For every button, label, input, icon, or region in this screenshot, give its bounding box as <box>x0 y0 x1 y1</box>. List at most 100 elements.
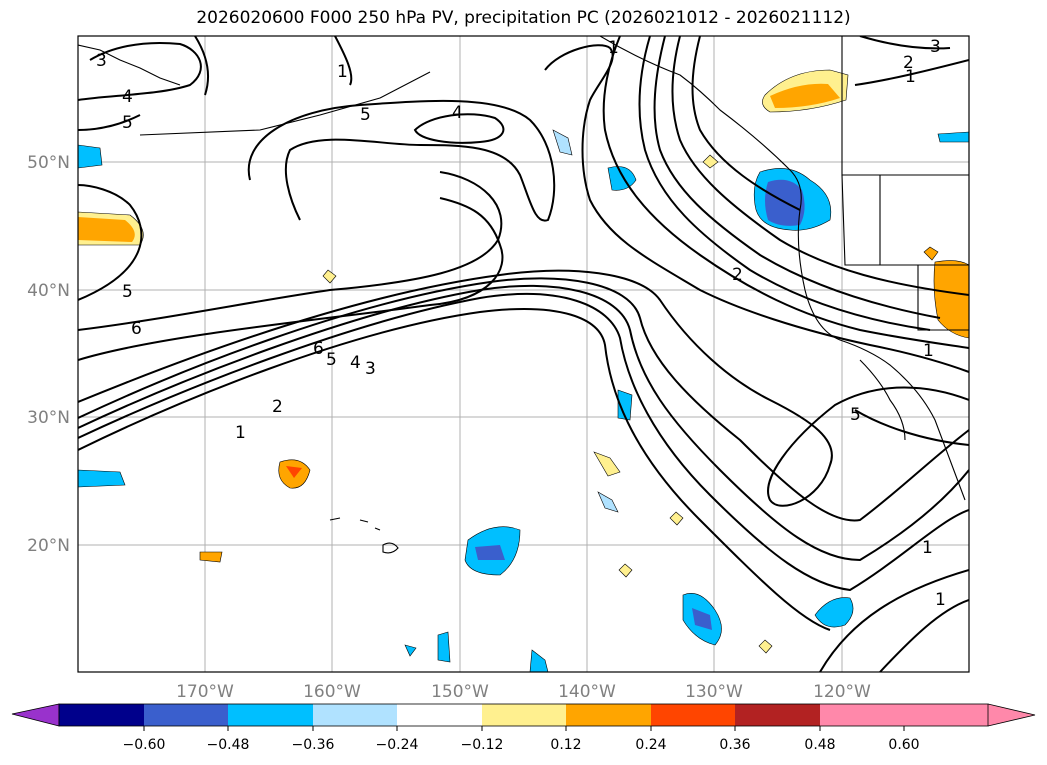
precip-blob-positive <box>923 246 939 261</box>
contour-line <box>602 36 969 349</box>
contour-label: 5 <box>360 105 371 125</box>
map-title: 2026020600 F000 250 hPa PV, precipitatio… <box>196 8 851 28</box>
lon-label: 150°W <box>431 682 489 702</box>
colorbar: −0.60 −0.48 −0.36 −0.24 −0.12 0.12 0.24 … <box>11 703 1036 753</box>
lat-label: 50°N <box>27 153 70 173</box>
precip-blob-negative <box>617 389 633 421</box>
colorbar-segment <box>313 704 397 726</box>
contour-label: 3 <box>930 37 941 57</box>
colorbar-extend-low <box>11 703 60 727</box>
colorbar-tick-label: 0.24 <box>635 737 666 753</box>
contour-line <box>78 41 202 101</box>
precip-blob-positive <box>286 466 302 478</box>
colorbar-segment <box>482 704 566 726</box>
contour-label: 1 <box>922 538 933 558</box>
contour-label: 6 <box>313 339 324 359</box>
lat-label: 20°N <box>27 536 70 556</box>
lat-axis: 50°N 40°N 30°N 20°N <box>27 153 70 556</box>
map-frame <box>77 35 970 673</box>
colorbar-tick-label: −0.48 <box>207 737 250 753</box>
contour-label: 1 <box>608 38 619 58</box>
contour-line <box>544 44 969 373</box>
colorbar-tick-label: −0.36 <box>292 737 335 753</box>
lon-axis: 170°W 160°W 150°W 140°W 130°W 120°W <box>176 682 871 702</box>
lat-label: 30°N <box>27 408 70 428</box>
contour-line <box>638 36 931 331</box>
precip-blob-negative <box>814 597 854 628</box>
contour-label: 6 <box>131 319 142 339</box>
precip-blob-negative <box>692 608 712 630</box>
contour-line <box>691 36 801 211</box>
contour-line <box>854 59 969 86</box>
colorbar-tick-label: −0.12 <box>461 737 504 753</box>
contour-line <box>194 36 209 96</box>
colorbar-segment <box>144 704 228 726</box>
colorbar-tick-label: 0.48 <box>804 737 835 753</box>
contour-line <box>247 99 556 222</box>
gridlines <box>78 36 969 672</box>
colorbar-segment <box>735 704 820 726</box>
precip-blob-positive <box>593 451 621 477</box>
contour-label: 4 <box>452 103 463 123</box>
colorbar-outline <box>58 703 989 727</box>
precip-blob-positive <box>758 639 773 654</box>
precip-blob-negative <box>607 166 637 191</box>
precip-blob-negative <box>78 144 103 169</box>
precip-blob-positive <box>702 154 719 169</box>
contour-label: 3 <box>365 359 376 379</box>
contour-line <box>653 36 941 319</box>
contour-label: 2 <box>903 53 914 73</box>
colorbar-tick-label: 0.60 <box>888 737 919 753</box>
contour-line <box>819 569 969 672</box>
lon-label: 130°W <box>685 682 743 702</box>
colorbar-tick-label: −0.60 <box>123 737 166 753</box>
precip-blob-positive <box>78 217 135 242</box>
contour-label: 2 <box>732 265 743 285</box>
contour-line <box>78 197 504 361</box>
contour-label: 1 <box>235 423 246 443</box>
colorbar-segment <box>820 704 904 726</box>
contour-label: 5 <box>326 350 337 370</box>
colorbar-arrow-outline <box>987 703 1036 727</box>
contour-line <box>78 184 143 301</box>
contour-label: 5 <box>122 113 133 133</box>
precip-blob-negative <box>437 631 451 663</box>
precip-blob-negative <box>404 644 417 657</box>
lon-label: 120°W <box>813 682 871 702</box>
lat-label: 40°N <box>27 281 70 301</box>
precip-blob-negative <box>529 649 549 672</box>
colorbar-segment <box>59 704 144 726</box>
colorbar-segment <box>566 704 651 726</box>
colorbar-tick-label: 0.12 <box>550 737 581 753</box>
pv-contours <box>78 36 969 672</box>
colorbar-segment <box>228 704 313 726</box>
contour-label: 4 <box>122 87 133 107</box>
precip-blob-positive <box>933 260 969 339</box>
colorbar-segment <box>397 704 482 726</box>
contour-label: 1 <box>337 62 348 82</box>
contour-label: 5 <box>122 282 133 302</box>
contour-line <box>78 171 503 331</box>
contour-line <box>879 599 969 672</box>
colorbar-tick-label: −0.24 <box>376 737 419 753</box>
contour-line <box>78 277 969 522</box>
precip-blob-negative <box>597 491 619 513</box>
contour-label: 1 <box>905 67 916 87</box>
contour-line <box>78 269 969 507</box>
coastlines <box>78 36 969 554</box>
precip-blob-positive <box>669 511 684 526</box>
precip-blob-negative <box>475 545 505 560</box>
lon-label: 140°W <box>558 682 616 702</box>
colorbar-tick-label: 0.36 <box>719 737 750 753</box>
colorbar-segment <box>651 704 735 726</box>
colorbar-extend-high <box>904 704 1035 726</box>
contour-line <box>78 292 969 592</box>
contour-line <box>78 308 831 631</box>
precip-blob-positive <box>618 563 633 578</box>
contour-line <box>854 409 969 446</box>
contour-line <box>78 114 141 131</box>
lon-label: 170°W <box>176 682 234 702</box>
precip-anomalies <box>78 69 969 672</box>
contour-line <box>413 113 505 144</box>
